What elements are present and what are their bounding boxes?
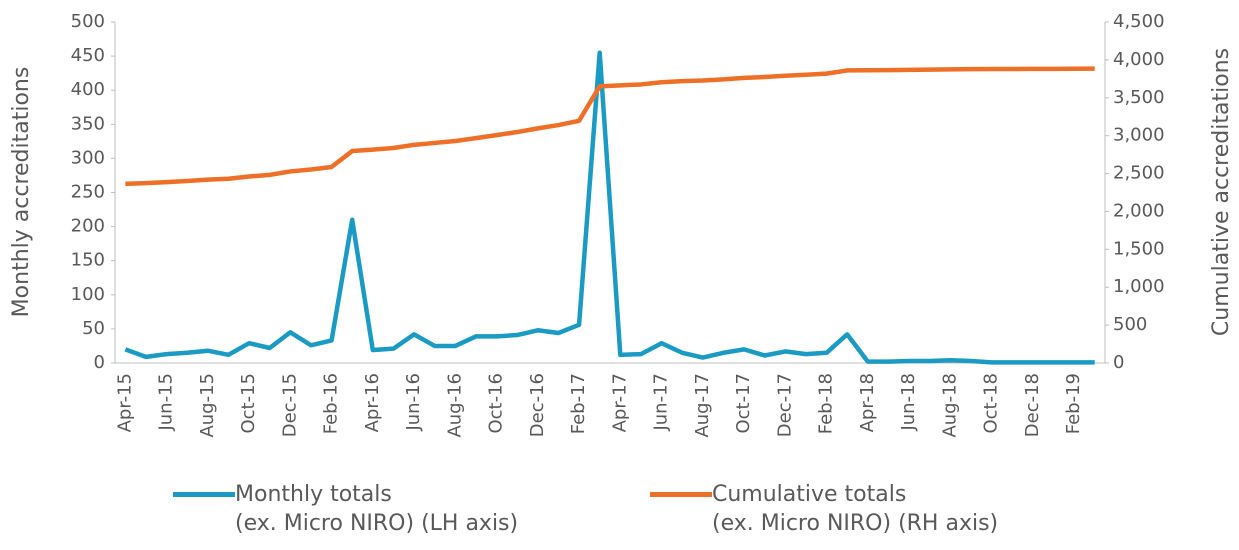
x-tick-label: Dec-15 [279,373,300,437]
x-tick-label: Dec-16 [527,373,548,437]
x-tick-label: Apr-17 [609,373,630,432]
x-tick-label: Oct-18 [981,373,1002,434]
x-tick-label: Dec-17 [774,373,795,437]
y2-tick-label: 0 [1113,352,1124,373]
y2-tick-label: 4,000 [1113,49,1165,70]
y-tick-label: 50 [82,318,105,339]
x-tick-label: Feb-17 [568,373,589,434]
x-tick-label: Jun-15 [156,373,177,432]
legend-label: Monthly totals (ex. Micro NIRO) (LH axis… [235,482,519,536]
x-tick-label: Jun-16 [403,373,424,432]
y2-tick-label: 4,500 [1113,11,1165,32]
y2-axis-title: Cumulative accreditations [1209,48,1234,336]
x-tick-label: Oct-17 [733,373,754,434]
y-tick-label: 400 [71,79,105,100]
y-tick-label: 100 [71,284,105,305]
x-tick-label: Apr-15 [114,373,135,432]
legend-item: Monthly totals (ex. Micro NIRO) (LH axis… [173,480,519,538]
x-tick-label: Feb-16 [321,373,342,434]
y2-tick-label: 1,000 [1113,276,1165,297]
x-tick-label: Feb-18 [816,373,837,434]
x-tick-label: Oct-15 [238,373,259,434]
y-tick-label: 350 [71,113,105,134]
legend-item: Cumulative totals (ex. Micro NIRO) (RH a… [650,480,999,538]
x-tick-label: Jun-18 [898,373,919,432]
x-tick-label: Aug-16 [444,373,465,438]
y2-tick-label: 500 [1113,314,1147,335]
y-tick-label: 200 [71,216,105,237]
series-line [125,66,1095,187]
y2-tick-label: 1,500 [1113,238,1165,259]
x-tick-label: Apr-18 [857,373,878,432]
x-tick-label: Feb-19 [1063,373,1084,434]
y-tick-label: 450 [71,45,105,66]
series-line [124,50,1095,365]
y2-tick-label: 3,000 [1113,125,1165,146]
y-tick-label: 300 [71,147,105,168]
x-tick-label: Apr-16 [362,373,383,432]
x-tick-label: Jun-17 [651,373,672,432]
y-tick-label: 500 [71,11,105,32]
y2-tick-label: 2,500 [1113,163,1165,184]
legend-swatch [173,492,235,497]
x-tick-label: Dec-18 [1022,373,1043,437]
y2-tick-label: 3,500 [1113,87,1165,108]
y-tick-label: 250 [71,182,105,203]
y-axis-title: Monthly accreditations [9,67,34,318]
legend-swatch [650,492,712,497]
y-tick-label: 150 [71,250,105,271]
y-tick-label: 0 [94,352,105,373]
x-tick-label: Aug-15 [197,373,218,438]
y2-tick-label: 2,000 [1113,200,1165,221]
legend-label: Cumulative totals (ex. Micro NIRO) (RH a… [712,482,999,536]
x-tick-label: Aug-17 [692,373,713,438]
x-tick-label: Oct-16 [486,373,507,434]
x-tick-label: Aug-18 [939,373,960,438]
